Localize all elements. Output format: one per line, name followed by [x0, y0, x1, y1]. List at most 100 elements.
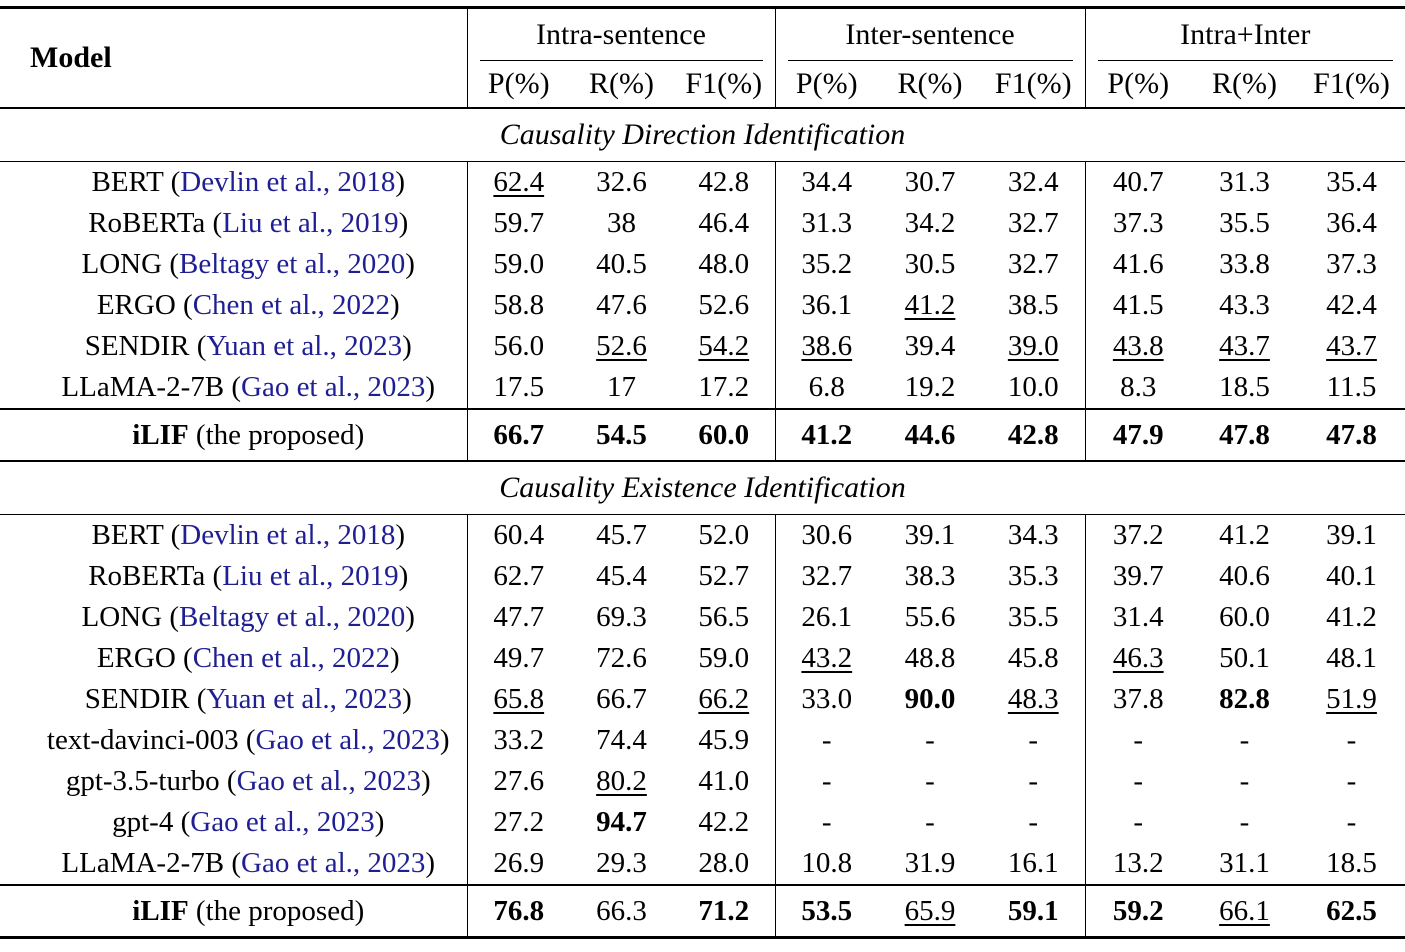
- metric-value-text: 17.5: [493, 371, 545, 403]
- metric-value-text: 43.3: [1219, 289, 1270, 321]
- metric-value: 41.2: [1298, 597, 1405, 638]
- metric-value: 74.4: [570, 720, 673, 761]
- model-suffix: (the proposed): [188, 894, 365, 927]
- citation-link[interactable]: Gao et al., 2023: [241, 371, 426, 403]
- citation-link[interactable]: Devlin et al., 2018: [180, 166, 396, 198]
- citation-link[interactable]: Beltagy et al., 2020: [178, 601, 406, 633]
- metric-value: 13.2: [1084, 843, 1191, 885]
- metric-value-text: 38.3: [904, 560, 956, 592]
- metric-value: 40.5: [570, 244, 673, 285]
- metric-value: 26.9: [466, 843, 570, 885]
- section-heading-row: Causality Existence Identification: [0, 461, 1405, 515]
- table-row: text-davinci-003 (Gao et al., 2023) 33.2 7…: [0, 720, 1405, 761]
- metric-value-text: 54.5: [596, 418, 647, 451]
- metric-value-text: 38.6: [801, 330, 853, 362]
- citation-link[interactable]: Gao et al., 2023: [241, 847, 426, 879]
- metric-value: 42.4: [1298, 285, 1405, 326]
- metric-value-text: 62.4: [493, 166, 545, 198]
- metric-value-text: 32.4: [1007, 166, 1059, 198]
- metric-value: -: [878, 802, 982, 843]
- metric-value: 17: [570, 367, 673, 409]
- metric-value: 48.8: [878, 638, 982, 679]
- table-row: LONG (Beltagy et al., 2020) 59.0 40.5 48.0 3…: [0, 244, 1405, 285]
- metric-value-text: 42.8: [698, 166, 750, 198]
- metric-value-text: 18.5: [1326, 847, 1377, 879]
- metric-value: 26.1: [774, 597, 878, 638]
- metric-value-text: 39.1: [904, 519, 956, 551]
- metric-value: 35.5: [982, 597, 1085, 638]
- metric-value: 65.8: [466, 679, 570, 720]
- metric-value-text: -: [1133, 724, 1144, 756]
- metric-value: 47.7: [466, 597, 570, 638]
- metric-value-text: 46.4: [698, 207, 750, 239]
- citation-link[interactable]: Chen et al., 2022: [192, 642, 391, 674]
- metric-value: 33.0: [774, 679, 878, 720]
- metric-value: 43.8: [1084, 326, 1191, 367]
- metric-value-text: -: [1239, 724, 1250, 756]
- citation-link[interactable]: Liu et al., 2019: [222, 560, 399, 592]
- model-cell: RoBERTa (Liu et al., 2019): [88, 207, 409, 239]
- metric-value: 58.8: [466, 285, 570, 326]
- metric-value-text: 30.6: [801, 519, 853, 551]
- model-name: iLIF: [132, 894, 189, 927]
- metric-value-text: 48.8: [904, 642, 956, 674]
- metric-value: 17.2: [673, 367, 775, 409]
- metric-value: -: [774, 761, 878, 802]
- col-header-r: R(%): [878, 61, 982, 109]
- metric-value: 43.7: [1298, 326, 1405, 367]
- metric-value-text: 34.4: [801, 166, 853, 198]
- metric-value-text: 35.4: [1326, 166, 1377, 198]
- metric-value-text: 74.4: [596, 724, 647, 756]
- metric-value-text: 10.0: [1007, 371, 1059, 403]
- header-metric-row: P(%) R(%) F1(%) P(%) R(%) F1(%) P(%) R(%…: [0, 61, 1405, 109]
- metric-value-text: 60.0: [698, 418, 750, 451]
- metric-value-text: 52.6: [698, 289, 750, 321]
- citation-link[interactable]: Gao et al., 2023: [190, 806, 375, 838]
- table-row: ERGO (Chen et al., 2022) 58.8 47.6 52.6 36.1…: [0, 285, 1405, 326]
- metric-value-text: 47.6: [596, 289, 647, 321]
- metric-value: 37.2: [1084, 514, 1191, 556]
- metric-value: 10.8: [774, 843, 878, 885]
- metric-value-text: 45.4: [596, 560, 647, 592]
- metric-value-text: 39.0: [1007, 330, 1059, 362]
- metric-value: 11.5: [1298, 367, 1405, 409]
- metric-value: 36.1: [774, 285, 878, 326]
- results-table: Model Intra-sentence Inter-sentence Intr…: [0, 6, 1405, 939]
- citation-link[interactable]: Yuan et al., 2023: [206, 330, 403, 362]
- metric-value: 34.4: [774, 161, 878, 203]
- col-header-p: P(%): [774, 61, 878, 109]
- model-name: gpt-3.5-turbo: [65, 765, 220, 797]
- model-cell: BERT (Devlin et al., 2018): [91, 519, 406, 551]
- citation-link[interactable]: Liu et al., 2019: [222, 207, 399, 239]
- citation-link[interactable]: Yuan et al., 2023: [206, 683, 403, 715]
- metric-value-text: 41.6: [1112, 248, 1164, 280]
- metric-value: 16.1: [982, 843, 1085, 885]
- metric-value: 34.3: [982, 515, 1085, 557]
- citation-link[interactable]: Chen et al., 2022: [192, 289, 391, 321]
- citation-link[interactable]: Gao et al., 2023: [255, 724, 440, 756]
- metric-value-text: 40.7: [1112, 166, 1164, 198]
- metric-value-text: 39.7: [1112, 560, 1164, 592]
- citation-link[interactable]: Gao et al., 2023: [236, 765, 421, 797]
- metric-value: -: [774, 802, 878, 843]
- citation-link[interactable]: Devlin et al., 2018: [180, 519, 396, 551]
- metric-value: 82.8: [1191, 679, 1298, 720]
- citation-link[interactable]: Beltagy et al., 2020: [178, 248, 406, 280]
- col-header-r: R(%): [1191, 61, 1298, 109]
- metric-value-text: 37.2: [1112, 519, 1164, 551]
- metric-value-text: 41.2: [1326, 601, 1377, 633]
- metric-value-text: 40.6: [1219, 560, 1270, 592]
- metric-value-text: 48.0: [698, 248, 750, 280]
- metric-value: 56.0: [466, 326, 570, 367]
- metric-value: 51.9: [1298, 679, 1405, 720]
- metric-value: 27.2: [466, 802, 570, 843]
- metric-value: 32.7: [982, 203, 1085, 244]
- metric-value-text: 41.2: [801, 418, 853, 451]
- model-name: BERT: [91, 519, 164, 551]
- metric-value-text: 56.0: [493, 330, 545, 362]
- metric-value: 69.3: [570, 597, 673, 638]
- model-name: LONG: [81, 248, 163, 280]
- model-cell: SENDIR (Yuan et al., 2023): [84, 330, 412, 362]
- model-name: LLaMA-2-7B: [61, 371, 225, 403]
- model-name: ERGO: [96, 642, 176, 674]
